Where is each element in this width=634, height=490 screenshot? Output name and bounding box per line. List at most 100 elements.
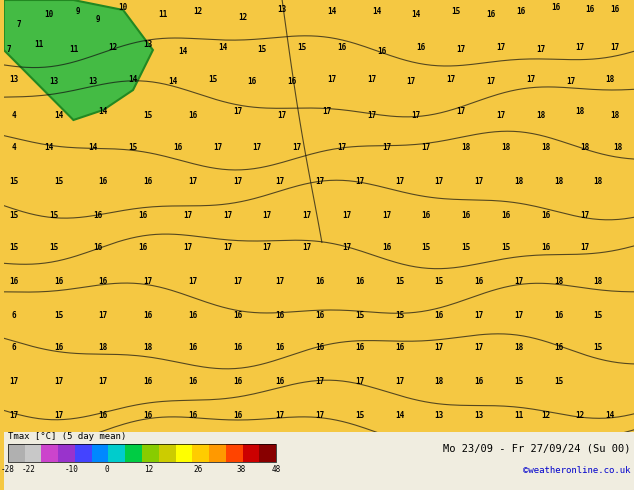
- Text: 15: 15: [143, 443, 153, 452]
- Text: 16: 16: [276, 443, 285, 452]
- Text: 15: 15: [434, 277, 444, 287]
- Text: 16: 16: [94, 244, 103, 252]
- Text: 16: 16: [188, 443, 197, 452]
- Text: 17: 17: [411, 111, 421, 120]
- Text: 12: 12: [145, 465, 153, 474]
- Text: 17: 17: [262, 244, 272, 252]
- Text: 17: 17: [99, 311, 108, 319]
- Text: 15: 15: [462, 244, 470, 252]
- Text: 16: 16: [99, 277, 108, 287]
- Text: 16: 16: [355, 343, 365, 352]
- Text: 13: 13: [9, 75, 18, 84]
- Text: 17: 17: [382, 211, 391, 220]
- Bar: [25, 444, 41, 462]
- Text: 16: 16: [99, 411, 108, 419]
- Text: 17: 17: [183, 211, 192, 220]
- Text: 17: 17: [526, 75, 535, 84]
- Text: 18: 18: [536, 111, 545, 120]
- Text: 15: 15: [257, 46, 267, 54]
- Text: 0: 0: [105, 465, 109, 474]
- Text: 18: 18: [554, 277, 563, 287]
- Text: 14: 14: [218, 44, 227, 52]
- Text: 17: 17: [355, 177, 365, 187]
- Text: 10: 10: [119, 3, 127, 13]
- Text: 14: 14: [89, 144, 98, 152]
- Text: 17: 17: [576, 44, 585, 52]
- Polygon shape: [4, 0, 153, 120]
- Text: 4: 4: [11, 144, 16, 152]
- Text: 9: 9: [96, 16, 101, 24]
- Text: 17: 17: [9, 411, 18, 419]
- Bar: [8, 444, 276, 462]
- Text: 17: 17: [276, 411, 285, 419]
- Text: 16: 16: [501, 211, 510, 220]
- Text: 16: 16: [462, 211, 470, 220]
- Text: -10: -10: [65, 465, 79, 474]
- Text: 13: 13: [89, 77, 98, 87]
- Text: 17: 17: [581, 211, 590, 220]
- Text: 11: 11: [158, 10, 167, 20]
- Text: 16: 16: [276, 343, 285, 352]
- Text: 17: 17: [327, 75, 337, 84]
- Text: 14: 14: [54, 111, 63, 120]
- Text: 17: 17: [292, 144, 302, 152]
- Bar: [243, 444, 259, 462]
- Text: 14: 14: [327, 7, 337, 17]
- Text: 14: 14: [44, 144, 53, 152]
- Text: 16: 16: [287, 77, 297, 87]
- Bar: [4, 432, 634, 490]
- Text: 16: 16: [554, 311, 563, 319]
- Text: 16: 16: [188, 111, 197, 120]
- Text: 15: 15: [9, 244, 18, 252]
- Text: 6: 6: [11, 311, 16, 319]
- Text: 12: 12: [576, 411, 585, 419]
- Text: 18: 18: [434, 377, 444, 387]
- Text: 16: 16: [474, 277, 484, 287]
- Text: 15: 15: [395, 311, 404, 319]
- Text: 18: 18: [99, 343, 108, 352]
- Text: 17: 17: [456, 107, 466, 117]
- Text: 16: 16: [233, 377, 242, 387]
- Text: 17: 17: [434, 177, 444, 187]
- Text: 17: 17: [233, 107, 242, 117]
- Text: 17: 17: [276, 277, 285, 287]
- Text: 16: 16: [248, 77, 257, 87]
- Text: 16: 16: [94, 211, 103, 220]
- Text: 16: 16: [554, 343, 563, 352]
- Text: 15: 15: [9, 177, 18, 187]
- Text: 17: 17: [223, 244, 232, 252]
- Text: 16: 16: [516, 7, 526, 17]
- Text: 17: 17: [54, 411, 63, 419]
- Bar: [108, 444, 126, 462]
- Text: 17: 17: [315, 411, 325, 419]
- Text: 15: 15: [593, 343, 603, 352]
- Text: 18: 18: [611, 111, 620, 120]
- Text: 15: 15: [514, 377, 523, 387]
- Bar: [226, 444, 243, 462]
- Text: 15: 15: [451, 7, 461, 17]
- Text: 16: 16: [138, 211, 148, 220]
- Text: 18: 18: [143, 343, 153, 352]
- Text: 17: 17: [422, 144, 431, 152]
- Text: 17: 17: [355, 377, 365, 387]
- Text: 16: 16: [276, 311, 285, 319]
- Text: 15: 15: [49, 211, 58, 220]
- Text: 16: 16: [143, 377, 153, 387]
- Text: 17: 17: [536, 46, 545, 54]
- Text: 16: 16: [474, 377, 484, 387]
- Text: 14: 14: [178, 48, 188, 56]
- Text: 12: 12: [541, 411, 550, 419]
- Text: ©weatheronline.co.uk: ©weatheronline.co.uk: [522, 466, 630, 474]
- Text: 15: 15: [54, 177, 63, 187]
- Text: 18: 18: [581, 144, 590, 152]
- Text: 17: 17: [496, 111, 505, 120]
- Text: 17: 17: [367, 111, 376, 120]
- Text: 15: 15: [593, 311, 603, 319]
- Text: 16: 16: [276, 377, 285, 387]
- Text: 17: 17: [342, 244, 351, 252]
- Text: 15: 15: [554, 377, 563, 387]
- Text: 26: 26: [194, 465, 203, 474]
- Text: 16: 16: [586, 5, 595, 15]
- Text: 16: 16: [233, 443, 242, 452]
- Text: 18: 18: [514, 177, 523, 187]
